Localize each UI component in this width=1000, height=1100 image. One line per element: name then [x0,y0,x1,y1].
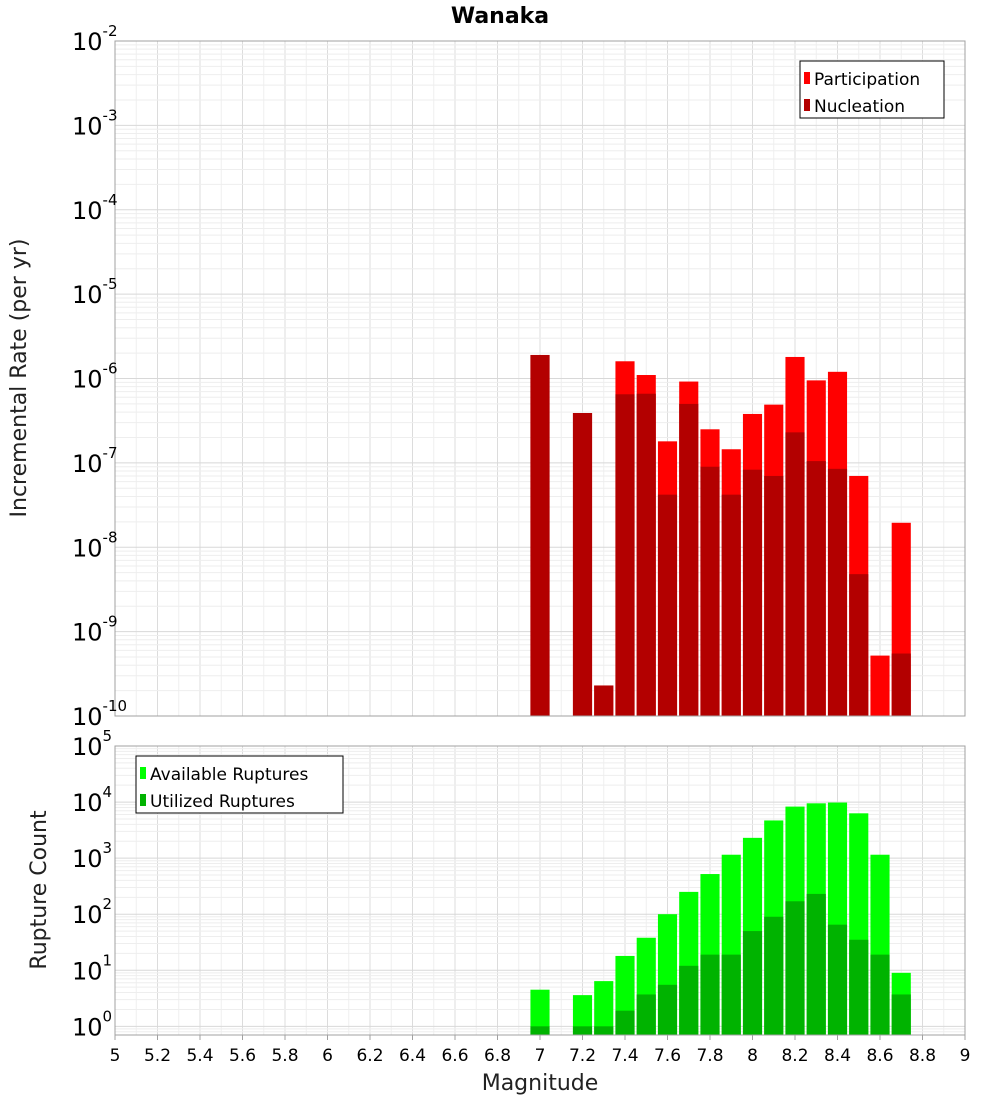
y-tick-label: 102 [72,895,112,929]
rate-panel: 10-10 10-9 10-8 10-7 10-6 10-5 10-4 10-3 10-2 Par… [72,22,966,731]
legend-swatch [804,99,810,111]
y-tick-label: 100 [72,1007,112,1041]
bar-utilized-ruptures [636,994,656,1035]
x-tick-label: 6.6 [441,1046,468,1066]
y-tick-label: 10-3 [72,106,118,140]
x-tick-label: 8.4 [824,1046,851,1066]
legend-swatch [140,794,146,806]
bar-nucleation [594,685,614,716]
bar-utilized-ruptures [806,893,826,1035]
bar-nucleation [785,432,805,716]
y-tick-label: 10-9 [72,613,118,647]
bar-nucleation [657,494,678,716]
legend: Participation Nucleation [799,60,945,119]
y-tick-label: 10-2 [72,22,118,56]
x-tick-label: 7.6 [654,1046,681,1066]
y-tick-label: 101 [72,951,112,985]
x-tick-label: 5.4 [186,1046,213,1066]
bar-utilized-ruptures [657,984,678,1035]
y-tick-label: 10-6 [72,360,118,394]
bar-nucleation [572,413,593,716]
bar-utilized-ruptures [572,1026,593,1035]
bar-nucleation [764,475,784,716]
bar-utilized-ruptures [764,916,784,1035]
bar-utilized-ruptures [700,954,720,1035]
bar-nucleation [636,393,656,716]
bar-nucleation [891,653,911,716]
legend-box [799,60,945,119]
legend-label: Nucleation [814,97,905,117]
bar-utilized-ruptures [742,931,763,1035]
bar-utilized-ruptures [721,954,741,1035]
bar-utilized-ruptures [679,965,699,1035]
bar-nucleation [700,466,720,716]
y-tick-label: 10-10 [72,697,127,731]
bar-nucleation [742,469,763,716]
bar-utilized-ruptures [594,1026,614,1035]
y-tick-label: 10-8 [72,528,118,562]
legend-label: Available Ruptures [150,765,308,785]
bar-utilized-ruptures [827,924,848,1035]
bar-nucleation [849,574,869,716]
bar-nucleation [615,394,635,716]
bar-utilized-ruptures [785,901,805,1035]
bar-utilized-ruptures [870,954,890,1035]
bar-available-ruptures [594,981,614,1035]
chart-title: Wanaka [451,4,549,29]
x-tick-label: 7.4 [611,1046,638,1066]
x-tick-label: 5.2 [144,1046,171,1066]
y-tick-label: 10-4 [72,191,118,225]
x-tick-label: 7.2 [569,1046,596,1066]
bar-utilized-ruptures [615,1010,635,1035]
x-tick-label: 8 [747,1046,758,1066]
x-tick-label: 9 [960,1046,971,1066]
count-y-axis-label: Rupture Count [27,810,52,970]
x-tick-label: 5.8 [271,1046,298,1066]
x-tick-label: 8.6 [866,1046,893,1066]
bar-nucleation [827,468,848,716]
x-tick-label: 7.8 [696,1046,723,1066]
count-panel: 100 101 102 103 104 105 Available Ruptures Util… [72,727,970,1066]
x-tick-label: 7 [535,1046,546,1066]
legend-label: Participation [814,70,920,90]
x-tick-label: 6 [322,1046,333,1066]
x-axis-label: Magnitude [482,1071,599,1096]
bar-nucleation [806,461,826,716]
x-tick-label: 6.8 [484,1046,511,1066]
legend-swatch [140,767,146,779]
bar-nucleation [679,403,699,716]
x-tick-label: 6.4 [399,1046,426,1066]
bar-participation [870,655,890,716]
bar-nucleation [721,494,741,716]
legend-label: Utilized Ruptures [150,792,295,812]
x-tick-label: 8.8 [909,1046,936,1066]
bar-utilized-ruptures [530,1026,550,1035]
y-tick-label: 104 [72,783,112,817]
legend: Available Ruptures Utilized Ruptures [135,755,344,814]
plot-frame [114,40,966,717]
x-tick-label: 5.6 [229,1046,256,1066]
bar-utilized-ruptures [891,994,911,1035]
bar-nucleation [530,354,550,716]
legend-swatch [804,72,810,84]
y-tick-label: 10-5 [72,275,118,309]
y-tick-label: 10-7 [72,444,118,478]
bar-available-ruptures [530,989,550,1035]
y-tick-label: 105 [72,727,112,761]
legend-box [135,755,344,814]
y-tick-label: 103 [72,839,112,873]
bar-available-ruptures [572,995,593,1035]
x-tick-label: 8.2 [781,1046,808,1066]
x-tick-label: 5 [110,1046,121,1066]
rate-y-axis-label: Incremental Rate (per yr) [7,239,32,518]
bar-utilized-ruptures [849,939,869,1035]
x-tick-label: 6.2 [356,1046,383,1066]
